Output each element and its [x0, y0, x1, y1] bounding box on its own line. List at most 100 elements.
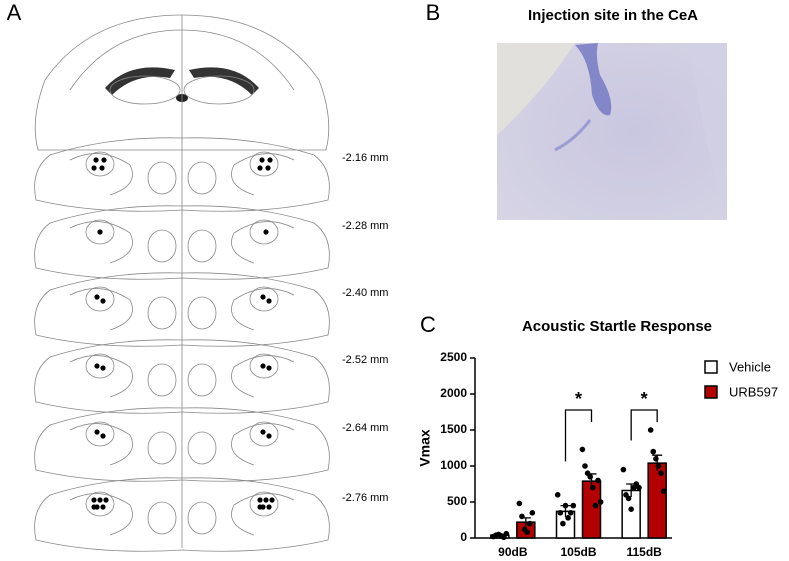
data-point — [557, 510, 564, 516]
data-point — [516, 500, 523, 507]
data-point — [519, 513, 525, 520]
injection-site — [266, 504, 272, 510]
data-point — [636, 484, 642, 491]
significance-star: * — [575, 389, 582, 409]
significance-bracket — [564, 409, 593, 462]
y-tick-label: 500 — [447, 494, 467, 508]
panel-b-title: Injection site in the CeA — [528, 7, 698, 24]
chart: Acoustic Startle Response Vmax 0 500 1000 1… — [417, 318, 778, 559]
x-tick-label: 115dB — [626, 545, 662, 559]
injection-site — [100, 298, 106, 304]
data-point — [628, 506, 634, 512]
injection-site — [257, 165, 263, 171]
data-point — [647, 427, 654, 433]
injection-site — [94, 363, 100, 369]
injection-site — [94, 294, 100, 300]
section-detail — [187, 363, 217, 397]
injection-site — [91, 504, 97, 510]
y-tick-label: 2500 — [440, 350, 467, 364]
data-point — [650, 448, 657, 455]
x-tick-label: 90dB — [498, 545, 528, 559]
data-point — [526, 520, 533, 527]
data-point — [579, 446, 586, 453]
amygdala — [85, 286, 115, 312]
section-outline — [34, 137, 330, 212]
x-tick-label: 105dB — [560, 545, 596, 559]
injection-site — [263, 497, 269, 503]
section-detail — [69, 423, 295, 466]
hippocampus — [183, 75, 255, 105]
section-outline — [34, 407, 330, 482]
section-detail — [69, 493, 295, 536]
data-point — [582, 463, 588, 469]
legend-swatch — [704, 385, 718, 399]
legend-swatch — [704, 360, 718, 374]
panel-label: A — [7, 0, 22, 25]
section-detail — [147, 363, 177, 397]
section-detail — [147, 501, 177, 535]
panel-a: -2.16 mm -2.28 mm -2.40 mm -2.52 mm -2.64 mm… — [34, 14, 388, 552]
amygdala — [85, 151, 115, 177]
injection-site — [266, 298, 272, 304]
section-detail — [69, 153, 295, 196]
data-point — [560, 520, 566, 527]
data-point — [592, 502, 599, 509]
data-point — [595, 477, 601, 484]
section-detail — [69, 288, 295, 331]
injection-site — [100, 365, 106, 371]
section-detail — [187, 501, 217, 535]
y-tick-label: 2000 — [440, 386, 467, 400]
section-detail — [147, 229, 177, 263]
section-outline — [34, 339, 330, 414]
injection-site — [260, 363, 266, 369]
injection-site — [267, 157, 273, 163]
section-detail — [187, 229, 217, 263]
data-point — [597, 499, 604, 505]
cortex-outline — [69, 29, 295, 91]
amygdala — [85, 353, 115, 379]
data-point — [567, 510, 574, 516]
data-point — [524, 529, 530, 536]
injection-site — [100, 433, 106, 439]
section-detail — [147, 296, 177, 330]
injection-site — [257, 504, 263, 510]
significance-star: * — [641, 389, 648, 409]
amygdala — [249, 421, 279, 447]
amygdala — [249, 491, 279, 517]
section-outline — [34, 477, 330, 552]
data-point — [570, 502, 577, 509]
level-label: -2.76 mm — [342, 492, 388, 504]
level-label: -2.16 mm — [342, 152, 388, 164]
injection-site — [266, 365, 272, 371]
section-detail — [187, 296, 217, 330]
ventricle — [105, 67, 175, 95]
injection-site — [101, 157, 107, 163]
injection-site — [260, 429, 266, 435]
section-outline — [34, 205, 330, 280]
injection-site — [93, 157, 99, 163]
significance-bracket — [630, 409, 658, 441]
amygdala — [85, 219, 115, 245]
data-point — [590, 484, 596, 491]
injection-site — [91, 165, 97, 171]
panel-label: C — [420, 312, 436, 337]
level-label: -2.52 mm — [342, 354, 388, 366]
histology-image — [497, 43, 727, 220]
injection-site — [263, 229, 269, 235]
level-label: -2.40 mm — [342, 287, 388, 299]
section-detail — [187, 161, 217, 195]
injection-site — [99, 165, 105, 171]
injection-site — [91, 497, 97, 503]
injection-site — [260, 294, 266, 300]
level-label: -2.28 mm — [342, 220, 388, 232]
section-detail — [69, 355, 295, 398]
y-tick-label: 1500 — [440, 422, 467, 436]
data-point — [625, 495, 632, 502]
amygdala — [249, 151, 279, 177]
ventricle — [189, 67, 259, 95]
amygdala — [85, 421, 115, 447]
amygdala — [249, 219, 279, 245]
panel-label: B — [426, 0, 441, 25]
data-point — [562, 502, 569, 509]
